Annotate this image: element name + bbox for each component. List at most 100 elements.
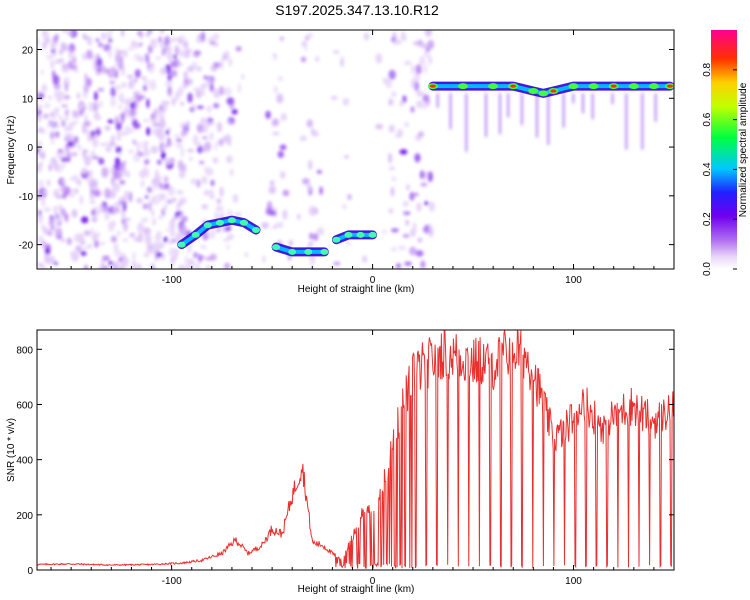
spectrogram-noise-blob (45, 248, 51, 255)
spectrogram-streak (592, 93, 594, 119)
spectrogram-noise-blob (181, 216, 188, 222)
spectrogram-noise-blob (77, 92, 80, 99)
spectrogram-noise-blob (273, 53, 277, 61)
spectrogram-noise-blob (76, 179, 82, 186)
spectrogram-noise-blob (411, 64, 414, 74)
spectrogram-noise-blob (125, 99, 131, 106)
spectrogram-noise-blob (428, 171, 433, 182)
spectrogram-noise-blob (308, 242, 313, 246)
spectrogram-noise-blob (139, 43, 143, 46)
spectrogram-noise-blob (101, 167, 108, 178)
spectrogram-noise-blob (128, 150, 133, 154)
spectrogram-noise-blob (390, 247, 397, 252)
spectrogram-noise-blob (91, 209, 95, 216)
spectrogram-ridge-peak (228, 217, 236, 223)
spectrogram-noise-blob (340, 57, 344, 68)
spectrogram-noise-blob (159, 119, 166, 129)
spectrogram-noise-blob (110, 97, 116, 107)
spectrogram-noise-blob (414, 153, 420, 162)
spectrogram-noise-blob (69, 193, 75, 197)
spectrogram-streak (507, 93, 509, 117)
spectrogram-noise-blob (224, 226, 231, 231)
spectrogram-noise-blob (183, 71, 187, 78)
spectrogram-noise-blob (42, 84, 48, 93)
spectrogram-noise-blob (176, 190, 184, 195)
spectrogram-noise-blob (196, 262, 200, 272)
spectrogram-noise-blob (73, 70, 79, 73)
spectrogram-noise-blob (96, 38, 100, 42)
spectrogram-noise-blob (90, 228, 94, 238)
figure-title: S197.2025.347.13.10.R12 (275, 2, 439, 18)
spectrogram-noise-blob (75, 245, 82, 252)
spectrogram-noise-blob (94, 190, 99, 197)
spectrogram-noise-blob (396, 263, 400, 268)
spectrogram-noise-blob (166, 228, 171, 232)
spectrogram-noise-blob (161, 151, 166, 160)
spectrogram-noise-blob (210, 83, 214, 92)
spectrogram-noise-blob (50, 131, 54, 139)
spectrogram-ridge-peak (345, 232, 353, 238)
spectrogram-noise-blob (222, 54, 228, 61)
spectrogram-noise-blob (187, 66, 194, 72)
spectrogram-noise-blob (315, 56, 319, 62)
spectrogram-noise-blob (200, 118, 206, 124)
spectrogram-noise-blob (54, 107, 59, 112)
spectrogram-noise-blob (101, 32, 106, 41)
spectrogram-noise-blob (343, 98, 350, 106)
spectrogram-ridge-peak (488, 83, 498, 89)
spectrogram-noise-blob (175, 45, 178, 56)
spectrogram-noise-blob (88, 244, 92, 249)
spectrogram-noise-blob (146, 127, 150, 135)
spectrogram-ridge-peak (369, 232, 377, 238)
spectrogram-ridge-peak (649, 83, 659, 89)
spectrogram-noise-blob (289, 240, 293, 247)
spectrogram-streak (485, 93, 487, 137)
spectrogram-noise-blob (129, 129, 134, 133)
spectrogram-noise-blob (133, 91, 138, 97)
spectrogram-noise-blob (88, 102, 95, 112)
spectrogram-noise-blob (122, 213, 126, 219)
spectrogram-noise-blob (143, 80, 149, 85)
spectrogram-noise-blob (43, 228, 51, 234)
spectrogram-noise-blob (43, 114, 49, 119)
spectrogram-noise-blob (375, 124, 383, 130)
spectrogram-noise-blob (137, 222, 144, 233)
spectrogram-noise-blob (68, 123, 75, 127)
spectrogram-noise-blob (38, 236, 43, 243)
spectrogram-noise-blob (120, 264, 123, 271)
spectrogram-noise-blob (162, 103, 168, 110)
spectrogram-noise-blob (54, 262, 58, 265)
spectrogram-noise-blob (70, 177, 77, 181)
spectrogram-noise-blob (141, 180, 144, 188)
spectrogram-noise-blob (148, 201, 152, 211)
spectrogram-ridge-peak (304, 249, 312, 255)
spectrogram-ridge-peak (178, 242, 186, 248)
spectrogram-noise-blob (425, 27, 432, 37)
spectrogram-ridge-hotspot (430, 85, 436, 88)
spectrogram-noise-blob (392, 176, 396, 181)
spectrogram-noise-blob (422, 43, 429, 49)
spectrogram-noise-blob (428, 224, 433, 233)
spectrogram-noise-blob (108, 120, 114, 124)
spectrogram-noise-blob (402, 96, 406, 103)
spectrogram-noise-blob (93, 140, 97, 149)
snr-ylabel: SNR (10 * v/v) (6, 418, 17, 482)
spectrogram-noise-blob (55, 213, 58, 219)
spectrogram-ridge-hotspot (550, 89, 556, 92)
spectrogram-noise-blob (313, 233, 318, 241)
spectrogram-noise-blob (51, 60, 54, 69)
spectrogram-noise-blob (89, 180, 95, 191)
spectrogram-noise-blob (196, 142, 201, 146)
spectrogram-noise-blob (156, 56, 162, 60)
spectrogram-noise-blob (82, 53, 87, 61)
spectrogram-noise-blob (193, 50, 201, 55)
spectrogram-noise-blob (213, 157, 219, 164)
spectrogram-noise-blob (172, 217, 177, 221)
spectrogram-noise-blob (280, 145, 287, 151)
spectrogram-noise-blob (42, 30, 49, 41)
spectrogram-noise-blob (210, 189, 214, 200)
spectrogram-noise-blob (212, 33, 218, 43)
spectrogram-noise-blob (344, 155, 349, 158)
spectrogram-noise-blob (278, 151, 284, 158)
spectrogram-noise-blob (414, 193, 419, 197)
